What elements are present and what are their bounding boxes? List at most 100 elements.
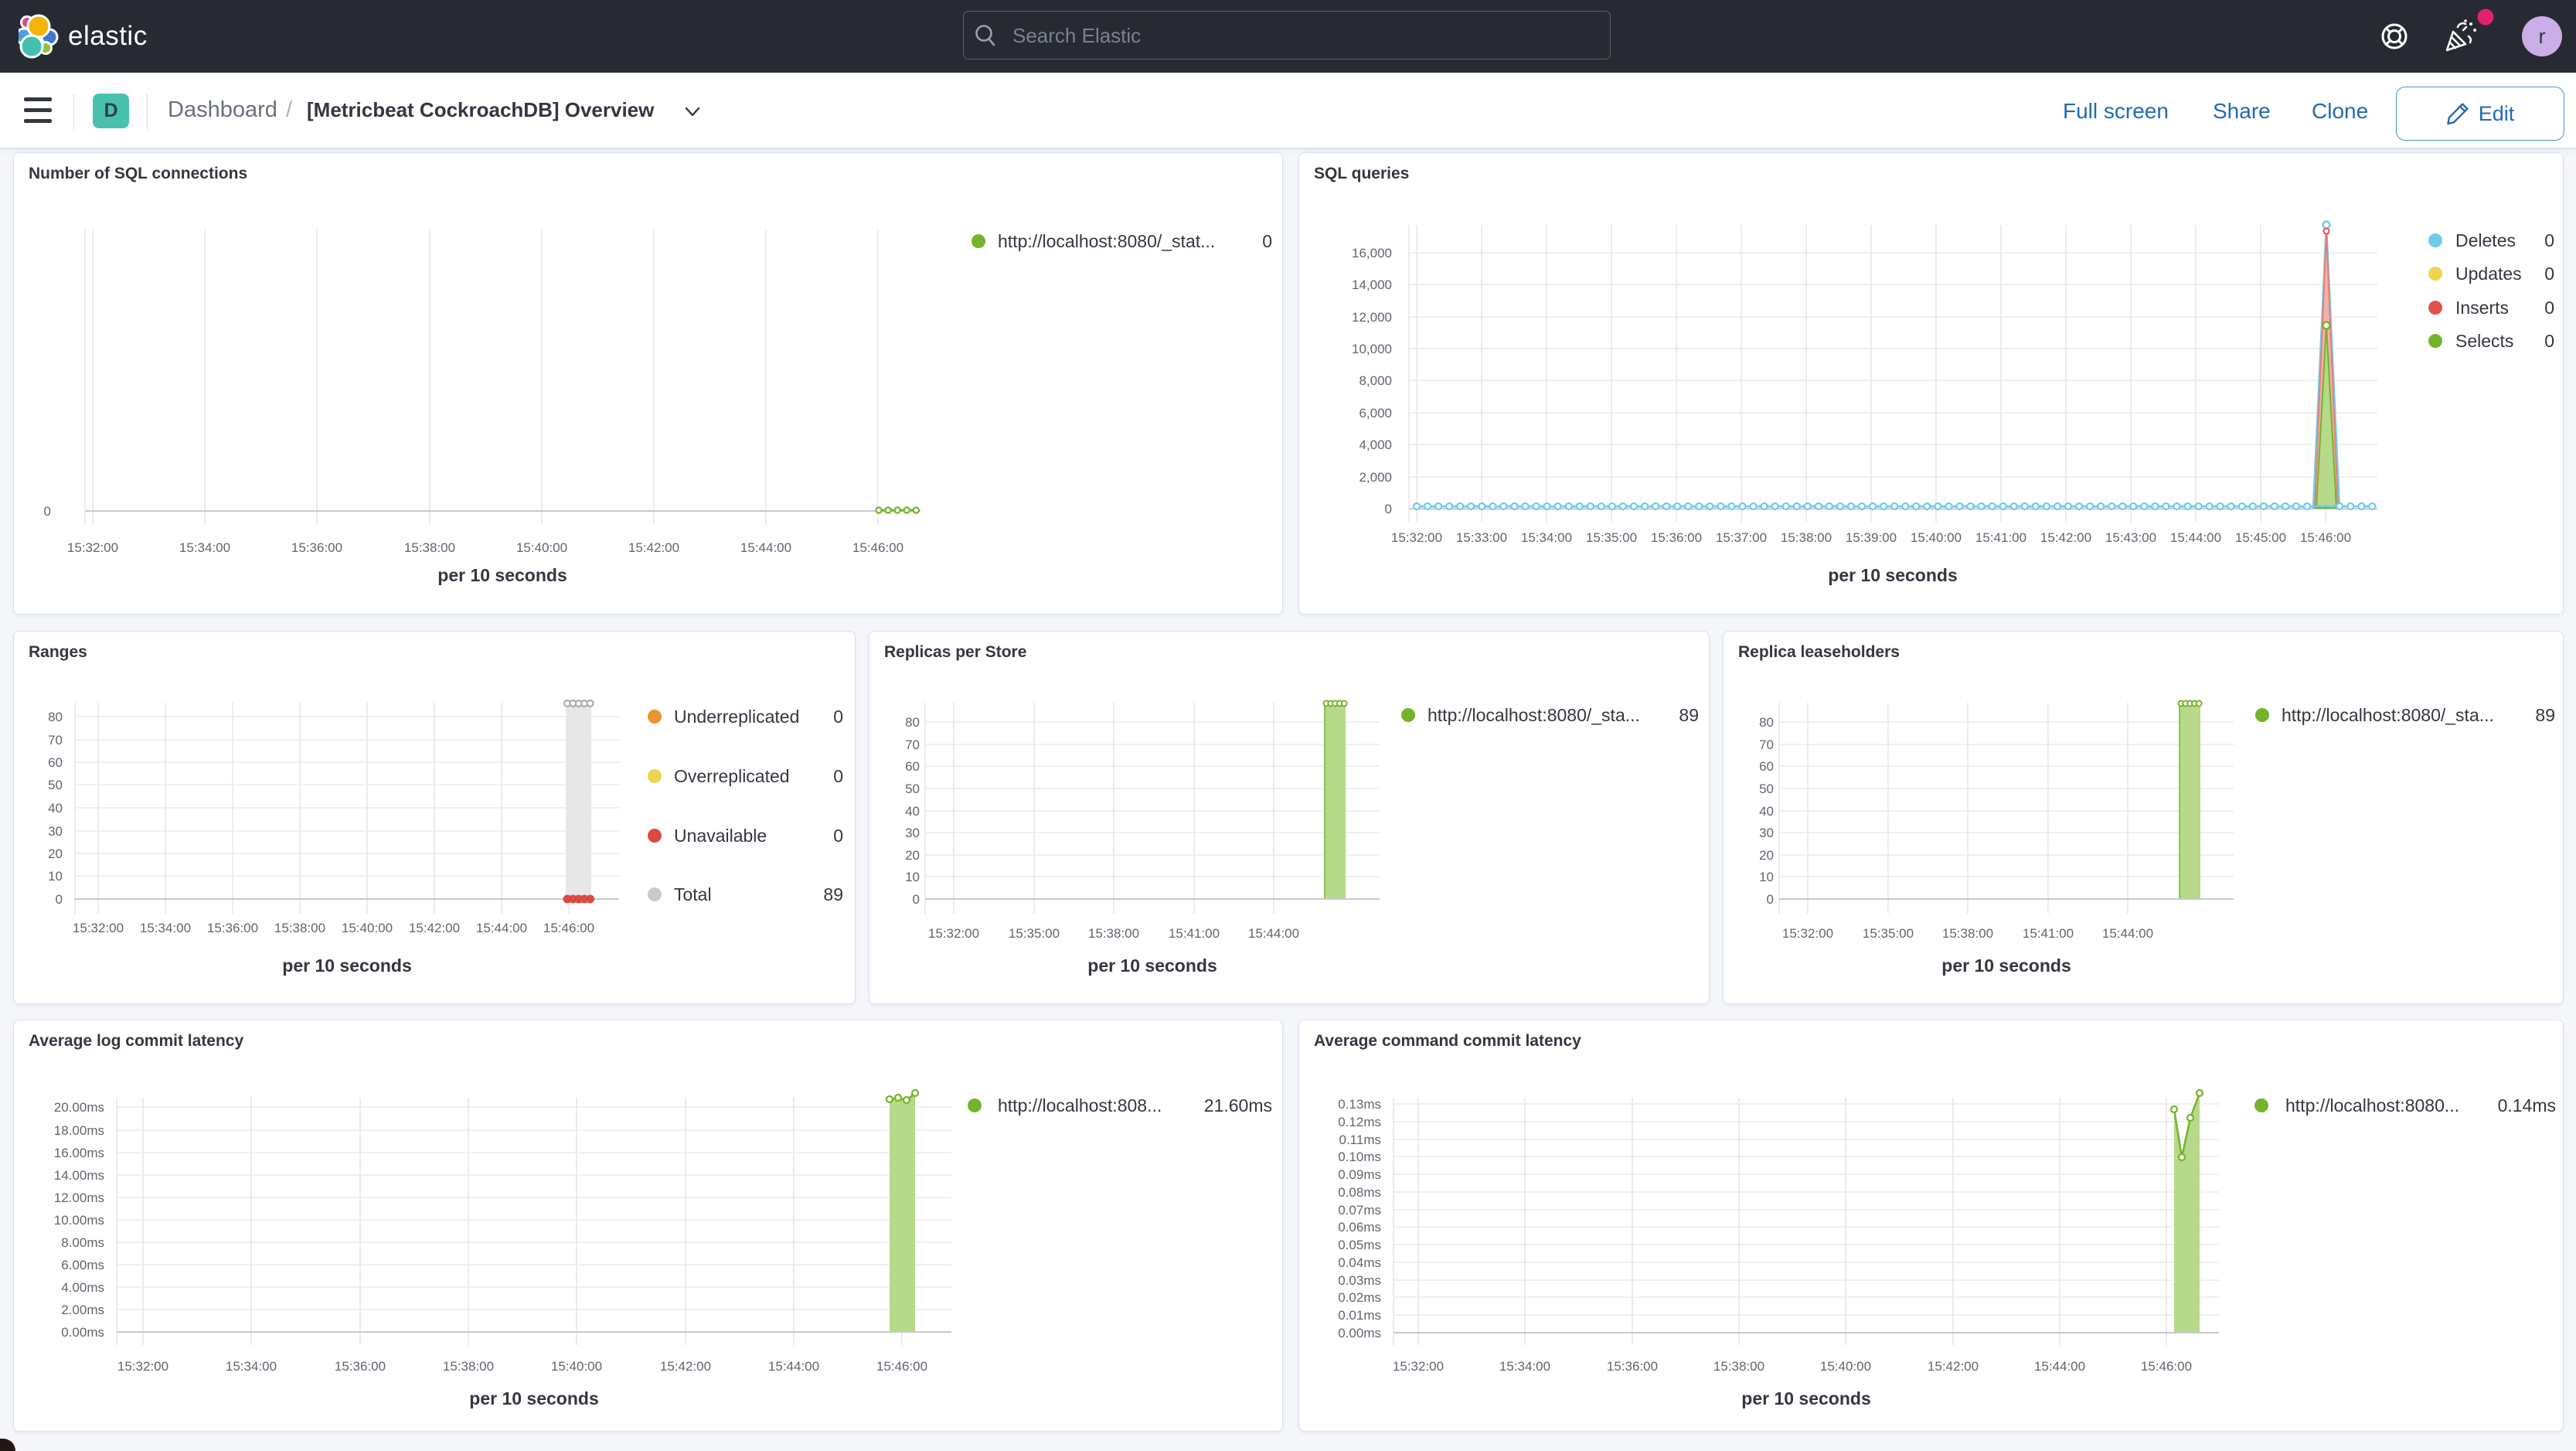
svg-text:15:40:00: 15:40:00	[342, 921, 393, 935]
svg-text:21.60ms: 21.60ms	[1204, 1095, 1272, 1115]
svg-text:60: 60	[48, 755, 63, 770]
svg-text:15:38:00: 15:38:00	[443, 1359, 494, 1374]
svg-text:16.00ms: 16.00ms	[54, 1146, 104, 1160]
svg-text:0.07ms: 0.07ms	[1338, 1203, 1381, 1218]
svg-text:8.00ms: 8.00ms	[61, 1235, 104, 1250]
svg-text:0.11ms: 0.11ms	[1339, 1133, 1382, 1147]
svg-text:20: 20	[905, 848, 920, 863]
svg-text:Inserts: Inserts	[2455, 298, 2509, 318]
svg-text:15:44:00: 15:44:00	[2170, 530, 2221, 545]
svg-text:89: 89	[2535, 705, 2555, 725]
svg-text:per 10 seconds: per 10 seconds	[282, 955, 411, 976]
svg-text:0: 0	[1767, 892, 1774, 907]
svg-text:15:41:00: 15:41:00	[2023, 926, 2074, 941]
svg-text:4,000: 4,000	[1359, 438, 1392, 452]
svg-text:15:33:00: 15:33:00	[1456, 530, 1507, 545]
svg-text:15:41:00: 15:41:00	[1169, 926, 1220, 941]
svg-text:70: 70	[48, 733, 63, 748]
svg-text:0.00ms: 0.00ms	[1338, 1326, 1381, 1340]
svg-text:15:34:00: 15:34:00	[179, 540, 230, 555]
svg-text:80: 80	[905, 715, 920, 730]
svg-text:per 10 seconds: per 10 seconds	[1828, 565, 1957, 585]
svg-text:12.00ms: 12.00ms	[54, 1190, 104, 1205]
svg-text:12,000: 12,000	[1352, 310, 1392, 325]
svg-text:15:32:00: 15:32:00	[928, 926, 979, 941]
svg-text:89: 89	[823, 884, 843, 904]
svg-text:40: 40	[905, 804, 920, 819]
svg-text:15:36:00: 15:36:00	[1651, 530, 1702, 545]
svg-text:0.10ms: 0.10ms	[1338, 1150, 1381, 1164]
svg-text:15:42:00: 15:42:00	[2040, 530, 2091, 545]
svg-text:0: 0	[833, 707, 843, 727]
svg-text:10: 10	[905, 870, 920, 884]
svg-text:0: 0	[833, 766, 843, 786]
svg-text:per 10 seconds: per 10 seconds	[1941, 955, 2071, 976]
svg-text:15:36:00: 15:36:00	[335, 1359, 386, 1374]
svg-text:15:35:00: 15:35:00	[1009, 926, 1060, 941]
svg-text:15:35:00: 15:35:00	[1863, 926, 1914, 941]
svg-text:16,000: 16,000	[1352, 246, 1392, 261]
svg-text:15:46:00: 15:46:00	[543, 921, 594, 935]
svg-text:15:36:00: 15:36:00	[1607, 1359, 1658, 1374]
svg-text:0.12ms: 0.12ms	[1338, 1115, 1381, 1129]
svg-text:0.04ms: 0.04ms	[1338, 1255, 1381, 1270]
svg-text:50: 50	[48, 778, 63, 792]
svg-text:15:32:00: 15:32:00	[117, 1359, 168, 1374]
svg-text:70: 70	[1759, 737, 1774, 752]
svg-text:15:38:00: 15:38:00	[1942, 926, 1993, 941]
svg-text:30: 30	[48, 824, 63, 839]
svg-text:Total: Total	[674, 884, 712, 904]
svg-text:0.14ms: 0.14ms	[2498, 1095, 2556, 1115]
svg-text:0: 0	[2544, 230, 2554, 250]
svg-text:15:44:00: 15:44:00	[2034, 1359, 2085, 1374]
svg-text:80: 80	[1759, 715, 1774, 730]
svg-text:15:34:00: 15:34:00	[1521, 530, 1572, 545]
svg-text:15:42:00: 15:42:00	[1928, 1359, 1979, 1374]
svg-text:8,000: 8,000	[1359, 373, 1392, 388]
svg-text:30: 30	[1759, 826, 1774, 840]
svg-text:Updates: Updates	[2455, 264, 2522, 284]
svg-text:15:42:00: 15:42:00	[660, 1359, 711, 1374]
svg-text:http://localhost:8080/_sta...: http://localhost:8080/_sta...	[1428, 705, 1640, 725]
svg-text:15:46:00: 15:46:00	[2300, 530, 2351, 545]
svg-text:per 10 seconds: per 10 seconds	[437, 565, 567, 585]
svg-text:2.00ms: 2.00ms	[61, 1303, 104, 1317]
svg-text:Underreplicated: Underreplicated	[674, 707, 799, 727]
svg-text:15:44:00: 15:44:00	[2102, 926, 2153, 941]
svg-text:15:39:00: 15:39:00	[1846, 530, 1897, 545]
svg-text:15:40:00: 15:40:00	[1911, 530, 1962, 545]
svg-text:per 10 seconds: per 10 seconds	[1741, 1388, 1870, 1408]
svg-text:40: 40	[48, 801, 63, 816]
svg-text:30: 30	[905, 826, 920, 840]
svg-text:15:44:00: 15:44:00	[476, 921, 527, 935]
svg-text:15:42:00: 15:42:00	[628, 540, 679, 555]
svg-text:15:32:00: 15:32:00	[67, 540, 118, 555]
svg-text:15:44:00: 15:44:00	[1248, 926, 1299, 941]
svg-text:50: 50	[1759, 782, 1774, 796]
svg-text:6,000: 6,000	[1359, 406, 1392, 421]
svg-text:Overreplicated: Overreplicated	[674, 766, 790, 786]
svg-text:15:38:00: 15:38:00	[1713, 1359, 1764, 1374]
svg-text:0: 0	[2544, 331, 2554, 351]
svg-text:15:38:00: 15:38:00	[1781, 530, 1832, 545]
svg-text:15:46:00: 15:46:00	[876, 1359, 927, 1374]
svg-text:89: 89	[1679, 705, 1699, 725]
svg-text:http://localhost:8080/_sta...: http://localhost:8080/_sta...	[2282, 705, 2494, 725]
svg-text:10.00ms: 10.00ms	[54, 1213, 104, 1228]
svg-text:20.00ms: 20.00ms	[54, 1100, 104, 1115]
svg-text:http://localhost:8080...: http://localhost:8080...	[2285, 1095, 2459, 1115]
svg-text:2,000: 2,000	[1359, 470, 1392, 485]
svg-text:18.00ms: 18.00ms	[54, 1123, 104, 1138]
svg-text:0: 0	[1385, 502, 1392, 516]
svg-text:0.13ms: 0.13ms	[1338, 1097, 1381, 1112]
svg-text:per 10 seconds: per 10 seconds	[1087, 955, 1217, 976]
svg-text:0.03ms: 0.03ms	[1338, 1273, 1381, 1288]
svg-text:15:32:00: 15:32:00	[1391, 530, 1442, 545]
svg-text:0.09ms: 0.09ms	[1338, 1167, 1381, 1182]
svg-text:15:38:00: 15:38:00	[274, 921, 325, 935]
svg-text:15:38:00: 15:38:00	[1088, 926, 1139, 941]
svg-text:15:40:00: 15:40:00	[551, 1359, 602, 1374]
svg-text:15:36:00: 15:36:00	[291, 540, 342, 555]
svg-text:0.08ms: 0.08ms	[1338, 1185, 1381, 1200]
svg-text:15:35:00: 15:35:00	[1586, 530, 1637, 545]
